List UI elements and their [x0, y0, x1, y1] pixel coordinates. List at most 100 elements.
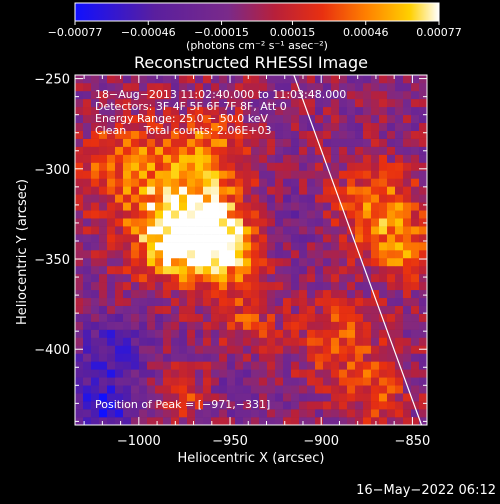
heatmap-cell — [107, 210, 116, 219]
heatmap-cell — [315, 265, 324, 275]
heatmap-cell — [283, 417, 292, 425]
heatmap-cell — [219, 401, 228, 410]
heatmap-cell — [371, 369, 380, 378]
heatmap-cell — [315, 234, 324, 243]
heatmap-cell — [411, 178, 420, 187]
heatmap-cell — [387, 170, 396, 179]
heatmap-cell — [411, 321, 420, 330]
heatmap-cell — [139, 257, 148, 267]
heatmap-cell — [83, 146, 92, 155]
heatmap-cell — [259, 401, 268, 410]
heatmap-cell — [163, 337, 172, 346]
heatmap-cell — [299, 242, 308, 251]
heatmap-cell — [363, 154, 372, 163]
heatmap-cell — [259, 289, 268, 299]
heatmap-cell — [251, 162, 260, 171]
heatmap-cell — [411, 281, 420, 291]
heatmap-cell — [307, 210, 316, 219]
heatmap-cell — [219, 369, 228, 378]
heatmap-cell — [315, 122, 324, 131]
heatmap-cell — [307, 106, 316, 116]
heatmap-cell — [83, 178, 92, 187]
heatmap-cell — [371, 250, 380, 259]
heatmap-cell — [371, 90, 380, 100]
heatmap-cell — [211, 393, 220, 402]
heatmap-cell — [195, 305, 204, 314]
heatmap-cell — [307, 186, 316, 195]
heatmap-cell — [219, 210, 228, 219]
heatmap-cell — [355, 257, 364, 267]
heatmap-cell — [403, 98, 412, 108]
heatmap-cell — [235, 194, 244, 203]
heatmap-cell — [403, 257, 412, 267]
heatmap-cell — [139, 345, 148, 354]
heatmap-cell — [155, 114, 164, 124]
heatmap-cell — [315, 210, 324, 219]
heatmap-cell — [99, 146, 108, 155]
heatmap-cell — [371, 297, 380, 306]
heatmap-cell — [203, 401, 212, 410]
heatmap-cell — [187, 210, 196, 219]
heatmap-cell — [219, 75, 228, 84]
heatmap-cell — [243, 106, 252, 116]
heatmap-cell — [83, 106, 92, 116]
heatmap-cell — [75, 162, 84, 171]
heatmap-cell — [243, 369, 252, 378]
heatmap-cell — [315, 321, 324, 330]
heatmap-cell — [251, 82, 260, 92]
heatmap-cell — [339, 218, 348, 227]
heatmap-cell — [355, 218, 364, 227]
heatmap-cell — [379, 337, 388, 346]
heatmap-cell — [171, 178, 180, 187]
heatmap-cell — [107, 114, 116, 124]
heatmap-cell — [83, 234, 92, 243]
heatmap-cell — [243, 75, 252, 84]
heatmap-cell — [371, 218, 380, 227]
heatmap-cell — [147, 353, 156, 362]
heatmap-cell — [307, 226, 316, 235]
heatmap-cell — [307, 82, 316, 92]
heatmap-cell — [275, 202, 284, 211]
heatmap-cell — [187, 401, 196, 410]
heatmap-cell — [211, 273, 220, 283]
heatmap-cell — [395, 106, 404, 116]
heatmap-cell — [283, 353, 292, 362]
heatmap-cell — [171, 98, 180, 108]
heatmap-cell — [147, 162, 156, 171]
heatmap-cell — [291, 265, 300, 275]
heatmap-cell — [379, 289, 388, 299]
heatmap-cell — [267, 257, 276, 267]
heatmap-cell — [83, 250, 92, 259]
heatmap-cell — [179, 417, 188, 425]
heatmap-cell — [211, 114, 220, 124]
heatmap-cell — [403, 313, 412, 322]
colorbar — [74, 2, 440, 22]
heatmap-cell — [275, 114, 284, 124]
heatmap-cell — [179, 98, 188, 108]
heatmap-cell — [107, 146, 116, 155]
heatmap-cell — [419, 218, 427, 227]
heatmap-cell — [123, 409, 132, 418]
heatmap-cell — [339, 361, 348, 370]
heatmap-cell — [299, 369, 308, 378]
heatmap-cell — [339, 313, 348, 322]
heatmap-cell — [115, 401, 124, 410]
heatmap-cell — [91, 170, 100, 179]
heatmap-cell — [131, 281, 140, 291]
heatmap-cell — [243, 409, 252, 418]
heatmap-cell — [259, 226, 268, 235]
heatmap-cell — [179, 114, 188, 124]
heatmap-cell — [155, 345, 164, 354]
heatmap-cell — [355, 329, 364, 338]
heatmap-cell — [211, 242, 220, 251]
heatmap-cell — [379, 385, 388, 394]
heatmap-cell — [155, 146, 164, 155]
heatmap-cell — [123, 361, 132, 370]
heatmap-cell — [411, 345, 420, 354]
heatmap-cell — [395, 273, 404, 283]
heatmap-cell — [331, 242, 340, 251]
heatmap-cell — [387, 210, 396, 219]
heatmap-cell — [307, 337, 316, 346]
heatmap-cell — [259, 178, 268, 187]
heatmap-cell — [123, 321, 132, 330]
